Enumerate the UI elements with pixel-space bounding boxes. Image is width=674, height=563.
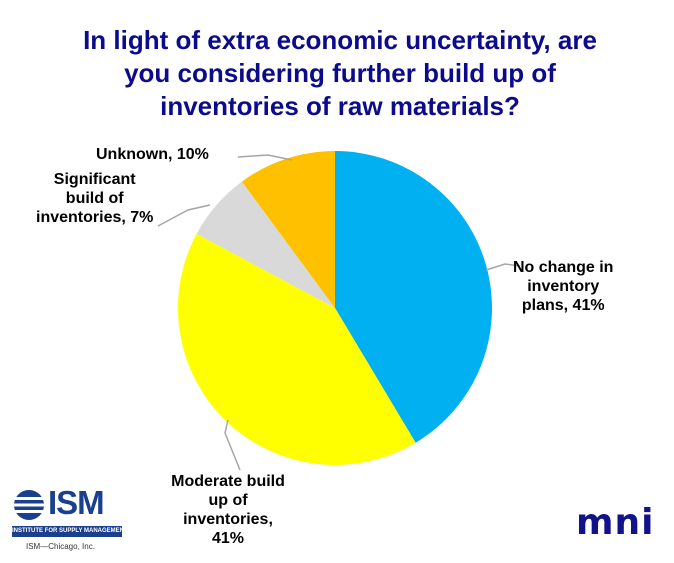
slice-label-line: inventories,	[183, 511, 273, 528]
ism-logo: ISM INSTITUTE FOR SUPPLY MANAGEMENT ISM—…	[12, 484, 132, 558]
slice-label-moderate-build: Moderate build up of inventories, 41%	[138, 472, 318, 548]
slice-label-line: build of	[65, 190, 124, 207]
slice-label-line: Unknown, 10%	[96, 146, 209, 163]
slice-label-line: plans, 41%	[521, 297, 605, 314]
ism-logo-letters: ISM	[48, 484, 105, 521]
chart-title-line-2: you considering further build up of	[124, 58, 556, 88]
leader-no-change	[485, 263, 521, 271]
leader-moderate-build	[224, 419, 241, 471]
slice-no-change	[335, 151, 493, 443]
ism-logo-tagline: INSTITUTE FOR SUPPLY MANAGEMENT	[12, 526, 128, 537]
ism-globe-icon	[14, 490, 44, 520]
slice-label-line: No change in	[513, 259, 614, 276]
chart-title: In light of extra economic uncertainty, …	[40, 24, 640, 123]
slice-label-line: inventory	[527, 278, 600, 295]
chart-title-line-1: In light of extra economic uncertainty, …	[83, 25, 597, 55]
mni-logo: mni	[576, 502, 655, 543]
chart-title-line-3: inventories of raw materials?	[160, 91, 520, 121]
slice-unknown	[241, 151, 335, 308]
slice-label-line: inventories, 7%	[36, 209, 154, 226]
slice-label-line: 41%	[211, 530, 245, 547]
slice-label-unknown: Unknown, 10%	[96, 145, 209, 164]
slice-moderate-build	[177, 233, 416, 466]
slice-label-no-change: No change in inventory plans, 41%	[513, 258, 613, 315]
leader-unknown	[237, 154, 293, 161]
slice-label-line: up of	[208, 492, 248, 509]
slice-significant-build	[196, 181, 335, 308]
ism-logo-subtitle: ISM—Chicago, Inc.	[26, 542, 95, 551]
slice-label-line: Moderate build	[171, 473, 285, 490]
slice-label-significant-build: Significant build of inventories, 7%	[36, 170, 153, 227]
leader-significant-build	[157, 204, 211, 227]
slice-label-line: Significant	[53, 171, 136, 188]
